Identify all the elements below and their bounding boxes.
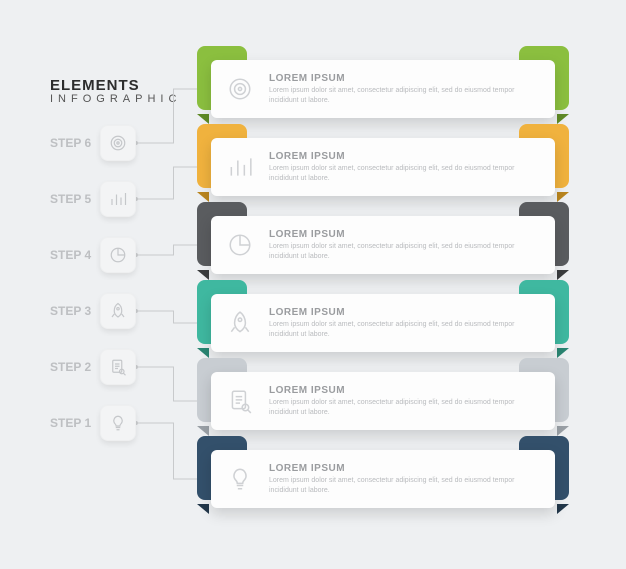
document-search-icon xyxy=(100,349,136,385)
step-row: STEP 2 xyxy=(50,349,136,385)
banner-body: Lorem ipsum dolor sit amet, consectetur … xyxy=(269,86,541,105)
banner-fold-left xyxy=(197,270,209,280)
step-row: STEP 6 xyxy=(50,125,136,161)
banner: LOREM IPSUM Lorem ipsum dolor sit amet, c… xyxy=(205,450,561,508)
banner-body: Lorem ipsum dolor sit amet, consectetur … xyxy=(269,320,541,339)
banner-heading: LOREM IPSUM xyxy=(269,73,541,84)
banner: LOREM IPSUM Lorem ipsum dolor sit amet, c… xyxy=(205,294,561,352)
banner-panel: LOREM IPSUM Lorem ipsum dolor sit amet, c… xyxy=(211,216,555,274)
banner-heading: LOREM IPSUM xyxy=(269,463,541,474)
banner-heading: LOREM IPSUM xyxy=(269,151,541,162)
step-label: STEP 5 xyxy=(50,192,94,206)
banner-heading: LOREM IPSUM xyxy=(269,307,541,318)
step-row: STEP 4 xyxy=(50,237,136,273)
banner: LOREM IPSUM Lorem ipsum dolor sit amet, c… xyxy=(205,372,561,430)
step-label: STEP 2 xyxy=(50,360,94,374)
banner-fold-right xyxy=(557,426,569,436)
step-label: STEP 3 xyxy=(50,304,94,318)
step-row: STEP 3 xyxy=(50,293,136,329)
pie-chart-icon xyxy=(100,237,136,273)
infographic-title: ELEMENTS INFOGRAPHIC xyxy=(50,78,181,105)
rocket-icon xyxy=(225,308,255,338)
banner-heading: LOREM IPSUM xyxy=(269,385,541,396)
banner-fold-left xyxy=(197,348,209,358)
banner: LOREM IPSUM Lorem ipsum dolor sit amet, c… xyxy=(205,138,561,196)
banner-panel: LOREM IPSUM Lorem ipsum dolor sit amet, c… xyxy=(211,138,555,196)
banner-body: Lorem ipsum dolor sit amet, consectetur … xyxy=(269,476,541,495)
banner-fold-left xyxy=(197,114,209,124)
banner-body: Lorem ipsum dolor sit amet, consectetur … xyxy=(269,164,541,183)
banner-panel: LOREM IPSUM Lorem ipsum dolor sit amet, c… xyxy=(211,450,555,508)
banner-text: LOREM IPSUM Lorem ipsum dolor sit amet, c… xyxy=(269,385,541,417)
pie-chart-icon xyxy=(225,230,255,260)
banner-fold-right xyxy=(557,192,569,202)
target-icon xyxy=(100,125,136,161)
banner-fold-right xyxy=(557,270,569,280)
banner-body: Lorem ipsum dolor sit amet, consectetur … xyxy=(269,398,541,417)
banner-text: LOREM IPSUM Lorem ipsum dolor sit amet, c… xyxy=(269,151,541,183)
banner: LOREM IPSUM Lorem ipsum dolor sit amet, c… xyxy=(205,216,561,274)
bar-chart-icon xyxy=(225,152,255,182)
banner-body: Lorem ipsum dolor sit amet, consectetur … xyxy=(269,242,541,261)
banner-panel: LOREM IPSUM Lorem ipsum dolor sit amet, c… xyxy=(211,372,555,430)
banner-text: LOREM IPSUM Lorem ipsum dolor sit amet, c… xyxy=(269,73,541,105)
banner-fold-left xyxy=(197,192,209,202)
step-label: STEP 4 xyxy=(50,248,94,262)
banner-fold-left xyxy=(197,504,209,514)
banner-fold-right xyxy=(557,348,569,358)
rocket-icon xyxy=(100,293,136,329)
target-icon xyxy=(225,74,255,104)
title-line-1: ELEMENTS xyxy=(50,78,181,94)
lightbulb-icon xyxy=(225,464,255,494)
banner-fold-right xyxy=(557,504,569,514)
banner-panel: LOREM IPSUM Lorem ipsum dolor sit amet, c… xyxy=(211,294,555,352)
step-label: STEP 6 xyxy=(50,136,94,150)
step-label: STEP 1 xyxy=(50,416,94,430)
banner-panel: LOREM IPSUM Lorem ipsum dolor sit amet, c… xyxy=(211,60,555,118)
banner-heading: LOREM IPSUM xyxy=(269,229,541,240)
banner-text: LOREM IPSUM Lorem ipsum dolor sit amet, c… xyxy=(269,229,541,261)
banner: LOREM IPSUM Lorem ipsum dolor sit amet, c… xyxy=(205,60,561,118)
step-row: STEP 5 xyxy=(50,181,136,217)
banner-fold-left xyxy=(197,426,209,436)
title-line-2: INFOGRAPHIC xyxy=(50,94,181,106)
infographic-canvas: ELEMENTS INFOGRAPHIC STEP 6 STEP 5 STEP 4 S… xyxy=(0,0,626,569)
bar-chart-icon xyxy=(100,181,136,217)
banner-text: LOREM IPSUM Lorem ipsum dolor sit amet, c… xyxy=(269,307,541,339)
step-row: STEP 1 xyxy=(50,405,136,441)
banner-text: LOREM IPSUM Lorem ipsum dolor sit amet, c… xyxy=(269,463,541,495)
lightbulb-icon xyxy=(100,405,136,441)
document-search-icon xyxy=(225,386,255,416)
banner-fold-right xyxy=(557,114,569,124)
